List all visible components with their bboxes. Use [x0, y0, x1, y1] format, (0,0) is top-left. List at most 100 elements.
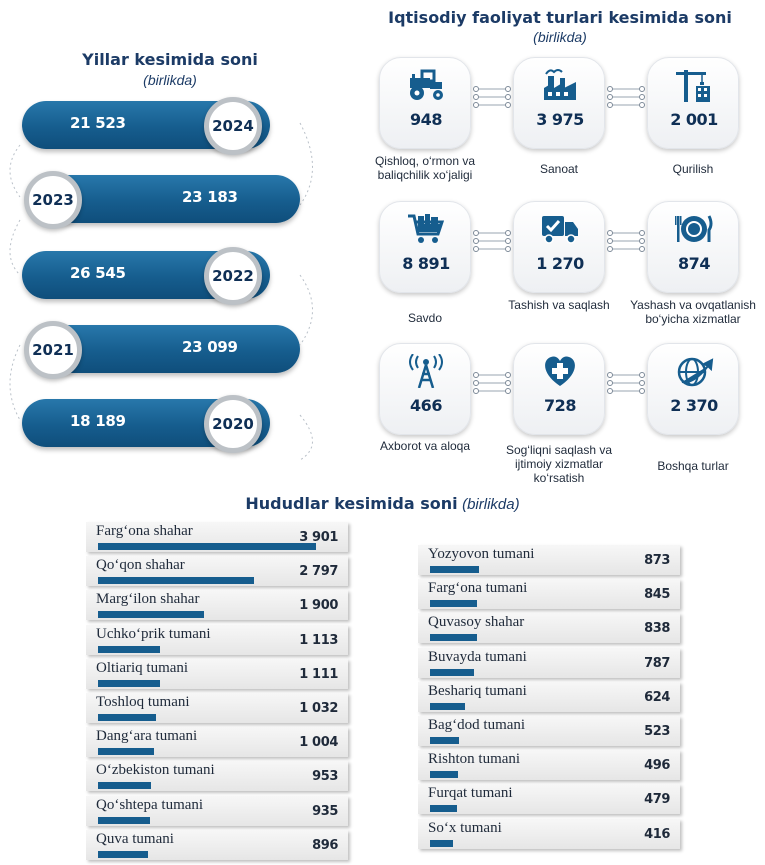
region-value: 1 111	[299, 666, 338, 682]
region-row: Farg‘ona shahar 3 901	[72, 522, 348, 552]
region-name: Quva tumani	[96, 830, 174, 847]
region-row-cap	[72, 590, 86, 621]
factory-icon	[540, 68, 580, 102]
year-value: 21 523	[70, 114, 126, 132]
region-row-cap	[72, 761, 86, 792]
year-badge: 2023	[24, 171, 82, 229]
activity-label: Axborot va aloqa	[379, 439, 471, 453]
activity-label: Qurilish	[672, 162, 714, 176]
region-value: 1 900	[299, 598, 338, 614]
region-row: Qo‘shtepa tumani 935	[72, 795, 348, 826]
activity-label: Sog‘liqni saqlash va ijtimoiy xizmatlar …	[505, 443, 613, 485]
region-bar	[430, 805, 457, 813]
region-value: 845	[644, 587, 670, 603]
year-label: 2020	[212, 415, 254, 433]
region-row-cap	[404, 613, 418, 644]
activity-value: 1 270	[536, 254, 584, 273]
region-row: Quva tumani 896	[72, 829, 348, 860]
connector	[472, 371, 512, 395]
activity-value: 8 891	[402, 254, 450, 273]
region-row-cap	[72, 556, 86, 587]
region-row-cap	[404, 647, 418, 678]
region-name: Beshariq tumani	[428, 682, 527, 699]
region-name: Quvasoy shahar	[428, 614, 525, 631]
region-bar	[98, 645, 161, 653]
region-row: Toshloq tumani 1 032	[72, 693, 348, 723]
region-value: 953	[312, 769, 338, 785]
region-row: Beshariq tumani 624	[404, 681, 680, 712]
region-row-cap	[72, 727, 86, 758]
year-label: 2024	[212, 117, 254, 135]
region-row: Qo‘qon shahar 2 797	[72, 556, 348, 587]
year-value: 26 545	[70, 264, 126, 282]
connector	[472, 85, 512, 109]
activity-section-unit: (birlikda)	[533, 29, 587, 45]
region-row: Marg‘ilon shahar 1 900	[72, 590, 348, 621]
year-badge: 2021	[24, 321, 82, 379]
region-row: Buvayda tumani 787	[404, 647, 680, 678]
year-label: 2021	[32, 341, 74, 359]
activity-value: 2 370	[670, 396, 718, 415]
region-row: Quvasoy shahar 838	[404, 613, 680, 644]
region-bar	[98, 543, 316, 550]
activity-card: 8 891	[379, 201, 471, 293]
activity-value: 948	[410, 110, 442, 129]
region-name: So‘x tumani	[428, 819, 502, 836]
region-bar	[98, 816, 151, 824]
region-name: Dang‘ara tumani	[96, 728, 198, 745]
year-row-2021: 23 099 2021	[22, 321, 402, 379]
region-bar	[430, 600, 478, 608]
activity-label: Boshqa turlar	[657, 459, 729, 473]
regions-section-title: Hududlar kesimida soni	[245, 494, 458, 513]
activity-label: Qishloq, o‘rmon va baliqchilik xo‘jaligi	[374, 154, 476, 182]
activity-card: 1 270	[513, 201, 605, 293]
region-row-cap	[72, 795, 86, 826]
region-value: 873	[644, 553, 670, 568]
activity-card: 728	[513, 343, 605, 435]
region-value: 479	[644, 792, 670, 808]
region-row: Farg‘ona tumani 845	[404, 579, 680, 610]
region-row: Uchko‘prik tumani 1 113	[72, 624, 348, 655]
year-badge: 2024	[204, 97, 262, 155]
region-row-cap	[72, 658, 86, 689]
activity-card: 874	[647, 201, 739, 293]
connector	[606, 371, 646, 395]
region-name: Farg‘ona shahar	[96, 523, 193, 539]
connector	[606, 229, 646, 253]
regions-section-heading: Hududlar kesimida soni (birlikda)	[0, 494, 765, 514]
region-bar	[430, 771, 458, 779]
region-value: 3 901	[299, 530, 338, 545]
antenna-tower-icon	[406, 353, 446, 389]
region-bar	[98, 782, 152, 790]
region-row-cap	[72, 693, 86, 723]
medical-heart-icon	[540, 354, 580, 388]
regions-section-unit: (birlikda)	[462, 496, 520, 513]
region-name: Uchko‘prik tumani	[96, 625, 211, 642]
region-bar	[98, 748, 155, 756]
region-name: Rishton tumani	[428, 751, 521, 768]
year-bar	[42, 175, 300, 223]
region-value: 2 797	[299, 564, 338, 580]
activity-label: Sanoat	[539, 162, 579, 176]
region-bar	[98, 611, 205, 619]
years-dotted-guides	[9, 122, 313, 461]
region-name: Bag‘dod tumani	[428, 717, 526, 733]
activity-card: 3 975	[513, 57, 605, 149]
year-row-2023: 23 183 2023	[22, 171, 402, 229]
activity-section-title: Iqtisodiy faoliyat turlari kesimida soni	[388, 8, 732, 27]
year-badge: 2022	[204, 247, 262, 305]
region-value: 935	[312, 803, 338, 819]
region-bar	[430, 634, 477, 642]
region-row: Rishton tumani 496	[404, 750, 680, 781]
region-bar	[98, 577, 255, 585]
region-row-cap	[404, 579, 418, 610]
region-bar	[430, 566, 479, 573]
activity-card: 466	[379, 343, 471, 435]
region-row: Oltiariq tumani 1 111	[72, 658, 348, 689]
tractor-icon	[406, 68, 446, 102]
region-name: Yozyovon tumani	[428, 546, 535, 562]
region-name: O‘zbekiston tumani	[96, 762, 215, 779]
activity-value: 874	[678, 254, 710, 273]
region-value: 787	[644, 655, 670, 671]
activity-card: 2 370	[647, 343, 739, 435]
